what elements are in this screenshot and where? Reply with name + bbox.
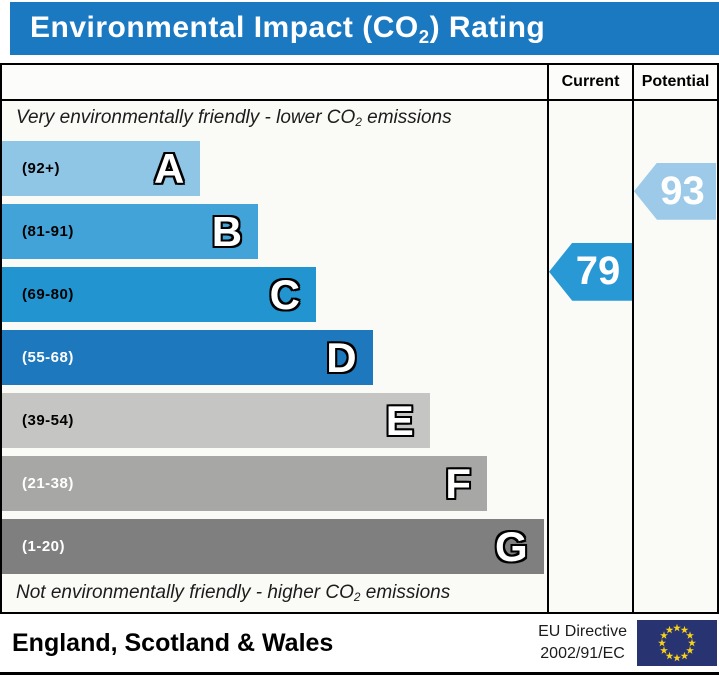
band-letter: F [445, 459, 472, 507]
band-row-f: (21-38) F [2, 455, 547, 511]
potential-rating-arrow: 93 [634, 162, 716, 220]
band-row-g: (1-20) G [2, 518, 547, 574]
band-chart-column: Very environmentally friendly - lower CO… [2, 101, 547, 612]
title-subscript: 2 [418, 25, 430, 47]
rating-table: Current Potential Very environmentally f… [0, 62, 719, 614]
bottom-note-subscript: 2 [353, 591, 361, 605]
band-letter: A [154, 144, 185, 192]
band-range: (55-68) [22, 348, 74, 366]
band-row-d: (55-68) D [2, 329, 547, 385]
band-bar-d: (55-68) D [2, 329, 373, 385]
title-bar: Environmental Impact (CO2) Rating [10, 2, 719, 55]
bottom-note: Not environmentally friendly - higher CO… [2, 582, 547, 612]
band-range: (69-80) [22, 285, 74, 303]
header-spacer-cell [2, 65, 547, 99]
band-bar-c: (69-80) C [2, 266, 316, 322]
current-column: 79 [547, 100, 632, 612]
title-text-suffix: ) Rating [429, 11, 546, 45]
bottom-note-suffix: emissions [360, 582, 451, 603]
band-row-c: (69-80) C [2, 266, 547, 322]
band-range: (39-54) [22, 411, 74, 429]
band-row-a: (92+) A [2, 140, 547, 196]
table-body: Very environmentally friendly - lower CO… [2, 100, 717, 612]
band-bar-b: (81-91) B [2, 203, 259, 259]
header-current: Current [547, 64, 632, 99]
band-letter: E [385, 396, 414, 444]
footer: England, Scotland & Wales EU Directive 2… [0, 614, 719, 672]
eu-directive-line1: EU Directive [538, 623, 627, 641]
band-letter: C [269, 270, 300, 318]
top-note-suffix: emissions [361, 106, 452, 128]
band-row-b: (81-91) B [2, 203, 547, 259]
band-range: (1-20) [22, 537, 66, 555]
band-bar-e: (39-54) E [2, 392, 430, 448]
band-letter: B [211, 207, 243, 255]
eu-flag-icon [637, 620, 717, 666]
bottom-note-text: Not environmentally friendly - higher CO [16, 582, 354, 603]
band-range: (81-91) [22, 222, 74, 240]
band-bar-g: (1-20) G [2, 518, 544, 574]
page-title: Environmental Impact (CO2) Rating [30, 11, 546, 47]
current-rating-value: 79 [575, 249, 621, 294]
band-bar-f: (21-38) F [2, 455, 488, 511]
band-row-e: (39-54) E [2, 392, 547, 448]
top-note: Very environmentally friendly - lower CO… [2, 107, 547, 141]
header-potential: Potential [632, 64, 717, 99]
band-bar-a: (92+) A [2, 140, 201, 196]
region-label: England, Scotland & Wales [12, 628, 334, 657]
band-letter: D [326, 333, 357, 381]
eu-directive-label: EU Directive 2002/91/EC [538, 621, 627, 664]
table-header-row: Current Potential [2, 64, 717, 101]
eu-directive-line2: 2002/91/EC [540, 645, 625, 662]
band-letter: G [495, 522, 528, 570]
top-note-text: Very environmentally friendly - lower CO [16, 106, 356, 128]
band-range: (21-38) [22, 474, 74, 492]
band-range: (92+) [22, 159, 60, 177]
title-text: Environmental Impact (CO [30, 11, 419, 45]
top-note-subscript: 2 [355, 116, 362, 130]
current-rating-arrow: 79 [549, 242, 632, 301]
potential-column: 93 [632, 100, 717, 612]
potential-rating-value: 93 [660, 168, 705, 213]
